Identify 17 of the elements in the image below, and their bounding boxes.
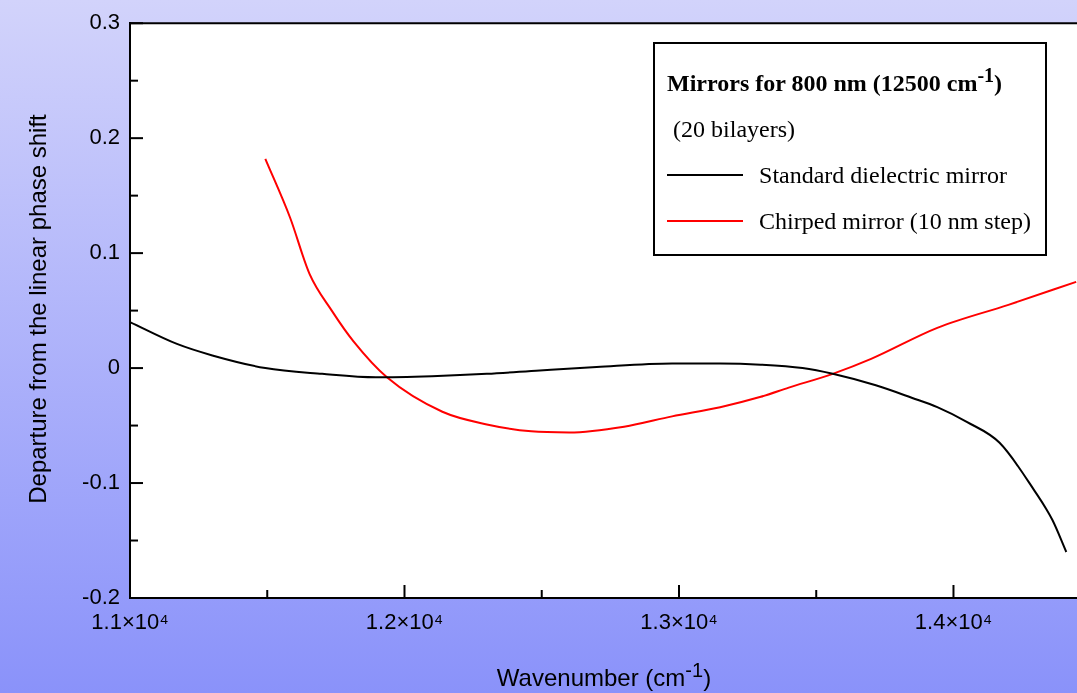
annotation: (20 bilayers) [672, 115, 796, 144]
x-axis-title: Wavenumber (cm$^{-1}$) [496, 658, 712, 692]
x-tick-label: 1.2×10⁴ [365, 609, 444, 635]
legend-title: Mirrors for 800 nm (12500 cm$^{-1}$) [667, 63, 1004, 98]
y-tick-label: -0.2 [82, 584, 120, 610]
y-axis-title: Departure from the linear phase shift [24, 114, 52, 504]
y-tick-label: 0.2 [89, 124, 120, 150]
legend-label: Standard dielectric mirror [759, 161, 1007, 190]
x-tick-label: 1.3×10⁴ [640, 609, 718, 635]
x-tick-label: 1.4×10⁴ [914, 609, 993, 635]
legend-label: Chirped mirror (10 nm step) [759, 207, 1031, 236]
y-tick-label: -0.1 [82, 469, 120, 495]
y-tick-label: 0 [107, 354, 120, 380]
line-series [264, 157, 1077, 434]
x-tick-label: 1.1×10⁴ [91, 609, 169, 635]
y-tick-label: 0.1 [89, 239, 120, 265]
y-tick-label: 0.3 [89, 9, 120, 35]
